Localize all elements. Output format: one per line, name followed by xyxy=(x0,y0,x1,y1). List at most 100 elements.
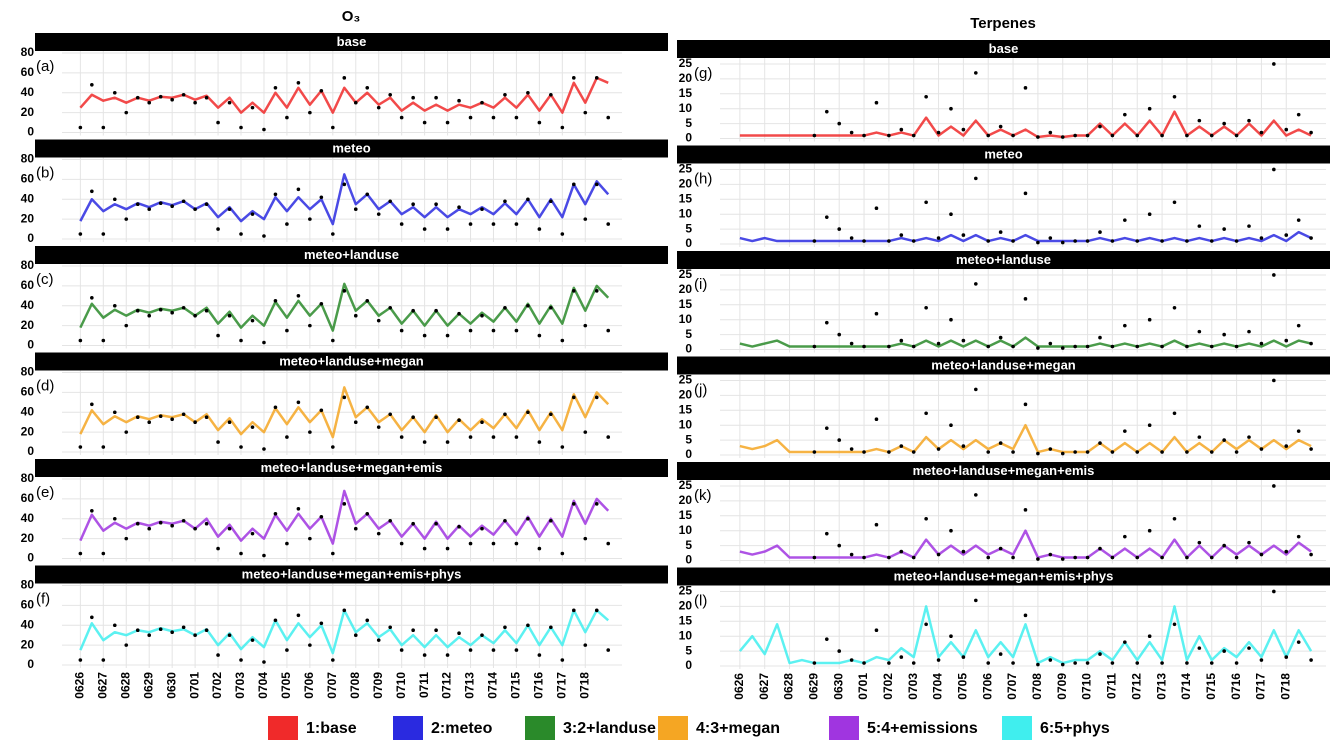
observation-dot xyxy=(1147,528,1152,533)
observation-dot xyxy=(549,625,553,630)
observation-dot xyxy=(181,412,186,417)
y-tick-label: 0 xyxy=(27,657,34,671)
observation-dot xyxy=(239,658,243,662)
observation-dot xyxy=(874,311,879,316)
observation-dot xyxy=(549,518,553,523)
x-tick-label: 0710 xyxy=(1080,673,1094,700)
observation-dot xyxy=(1110,133,1115,138)
panel-title: meteo xyxy=(332,140,370,155)
observation-dot xyxy=(824,637,829,641)
observation-dot xyxy=(974,493,978,497)
observation-dot xyxy=(227,633,232,637)
observation-dot xyxy=(537,653,542,657)
observation-dot xyxy=(124,430,129,434)
observation-dot xyxy=(1247,224,1251,228)
x-tick-label: 0714 xyxy=(486,672,500,699)
observation-dot xyxy=(308,323,312,328)
observation-dot xyxy=(986,661,991,665)
legend-label: 2:meteo xyxy=(431,720,493,737)
observation-dot xyxy=(924,94,928,99)
x-tick-label: 0626 xyxy=(73,672,87,699)
observation-dot xyxy=(936,236,941,240)
observation-dot xyxy=(1048,236,1053,240)
x-tick-label: 0708 xyxy=(348,672,362,699)
observation-dot xyxy=(365,298,370,303)
observation-dot xyxy=(1135,344,1140,349)
observation-dot xyxy=(112,516,117,521)
observation-dot xyxy=(1073,239,1077,243)
observation-dot xyxy=(308,430,312,434)
observation-dot xyxy=(514,222,519,226)
observation-dot xyxy=(986,344,991,349)
y-tick-label: 20 xyxy=(679,388,693,402)
panel-label: (g) xyxy=(694,65,712,82)
observation-dot xyxy=(90,615,94,620)
observation-dot xyxy=(961,655,966,659)
observation-dot xyxy=(468,328,473,333)
observation-dot xyxy=(874,100,879,105)
x-tick-label: 0712 xyxy=(1129,673,1143,700)
observation-dot xyxy=(1160,344,1164,349)
observation-dot xyxy=(1259,447,1264,451)
observation-dot xyxy=(170,630,174,635)
observation-dot xyxy=(480,420,484,424)
observation-dot xyxy=(862,450,866,454)
observation-dot xyxy=(924,305,928,310)
observation-dot xyxy=(342,289,347,293)
observation-dot xyxy=(824,109,829,114)
model-line xyxy=(79,489,610,545)
observation-dot xyxy=(949,528,953,533)
legend-label: 3:2+landuse xyxy=(563,720,656,737)
observation-dot xyxy=(262,127,266,132)
observation-dot xyxy=(537,440,542,444)
x-tick-label: 0713 xyxy=(463,672,477,699)
observation-dot xyxy=(998,652,1003,656)
observation-dot xyxy=(388,625,392,630)
observation-dot xyxy=(285,328,289,333)
observation-dot xyxy=(1011,661,1015,665)
observation-dot xyxy=(606,328,611,333)
y-tick-label: 25 xyxy=(679,478,693,492)
observation-dot xyxy=(514,648,519,652)
observation-dot xyxy=(434,202,438,207)
observation-dot xyxy=(457,311,461,316)
observation-dot xyxy=(1272,484,1276,488)
observation-dot xyxy=(285,435,289,439)
panel-label: (b) xyxy=(36,164,54,181)
observation-dot xyxy=(1085,661,1090,665)
observation-dot xyxy=(1209,450,1214,454)
observation-dot xyxy=(250,105,255,110)
observation-dot xyxy=(342,608,347,613)
observation-dot xyxy=(285,222,289,226)
observation-dot xyxy=(124,536,129,541)
observation-dot xyxy=(899,127,904,132)
observation-dot xyxy=(491,222,496,226)
y-tick-label: 0 xyxy=(685,342,692,356)
observation-dot xyxy=(399,541,404,546)
observation-dot xyxy=(1160,133,1164,138)
x-tick-label: 0709 xyxy=(371,672,385,699)
observation-dot xyxy=(376,212,381,216)
observation-dot xyxy=(204,521,209,526)
observation-dot xyxy=(986,239,991,243)
observation-dot xyxy=(911,661,916,665)
observation-dot xyxy=(434,95,438,100)
observation-dot xyxy=(445,653,450,657)
observation-dot xyxy=(1259,130,1264,135)
observation-dot xyxy=(583,110,588,115)
observation-dot xyxy=(1296,534,1301,539)
model-line xyxy=(739,423,1312,454)
observation-dot xyxy=(353,526,358,531)
observation-dot xyxy=(285,541,289,546)
y-tick-label: 25 xyxy=(679,56,693,70)
observation-dot xyxy=(204,95,209,100)
observation-dot xyxy=(1147,317,1152,322)
y-tick-label: 20 xyxy=(21,318,35,332)
panel-label: (j) xyxy=(694,381,707,398)
panel-title: meteo+landuse+megan+emis+phys xyxy=(894,568,1114,583)
observation-dot xyxy=(90,189,94,194)
observation-dot xyxy=(911,133,916,138)
y-tick-label: 0 xyxy=(27,551,34,565)
observation-dot xyxy=(1197,646,1202,650)
y-tick-label: 10 xyxy=(679,523,693,537)
